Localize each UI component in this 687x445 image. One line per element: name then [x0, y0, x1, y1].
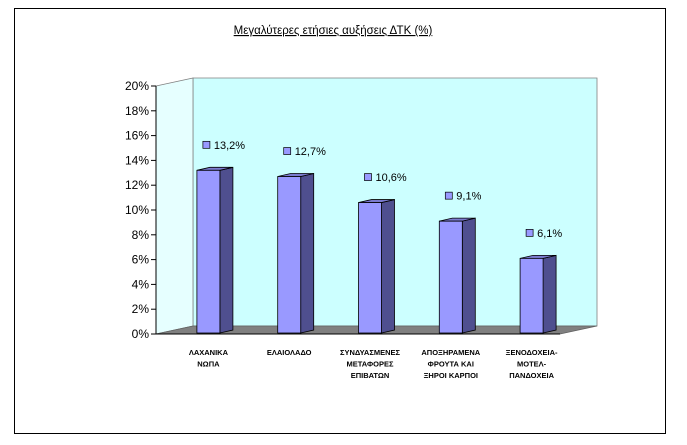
x-tick-label-line: ΜΕΤΑΦΟΡΕΣ — [347, 360, 394, 369]
data-label: 9,1% — [456, 191, 481, 203]
chart-title: Μεγαλύτερες ετήσιες αυξήσεις ΔΤΚ (%) — [234, 25, 433, 37]
bar[interactable] — [438, 220, 463, 334]
x-tick-label-line: ΜΟΤΕΛ- — [517, 360, 547, 369]
y-tick-label: 2% — [132, 302, 150, 316]
data-label-marker — [202, 140, 211, 149]
bar-side — [381, 199, 395, 334]
data-label: 12,7% — [295, 146, 326, 158]
y-tick-label: 8% — [132, 228, 150, 242]
y-tick-label: 16% — [125, 129, 149, 143]
chart-frame: Μεγαλύτερες ετήσιες αυξήσεις ΔΤΚ (%) 0% 2… — [14, 8, 666, 434]
data-label: 6,1% — [537, 228, 562, 240]
data-label-marker — [525, 229, 534, 237]
x-tick-label-line: ΑΠΟΞΗΡΑΜΕΝΑ — [421, 348, 480, 357]
bar[interactable] — [277, 176, 302, 334]
x-tick-label: ΣΥΝΔΥΑΣΜΕΝΕΣ ΜΕΤΑΦΟΡΕΣ ΕΠΙΒΑΤΩΝ — [340, 348, 401, 380]
y-tick-label: 10% — [125, 203, 149, 217]
x-tick-label-line: ΣΥΝΔΥΑΣΜΕΝΕΣ — [340, 348, 401, 357]
y-tick-label: 20% — [125, 79, 149, 93]
x-tick-label-line: ΛΑΧΑΝΙΚΑ — [189, 348, 229, 357]
data-label-marker — [283, 147, 292, 155]
x-tick-label: ΑΠΟΞΗΡΑΜΕΝΑ ΦΡΟΥΤΑ ΚΑΙ ΞΗΡΟΙ ΚΑΡΠΟΙ — [421, 348, 480, 380]
data-label: 10,6% — [376, 172, 407, 184]
y-tick-label: 18% — [125, 104, 149, 118]
x-tick-label-line: ΞΕΝΟΔΟΧΕΙΑ- — [506, 348, 558, 357]
bar-side — [461, 217, 476, 334]
x-tick-label: ΛΑΧΑΝΙΚΑ ΝΩΠΑ — [189, 348, 229, 369]
chart-side-wall — [155, 77, 194, 335]
y-tick-label: 0% — [132, 327, 150, 341]
bar-side — [219, 166, 234, 334]
data-label-marker — [444, 191, 453, 200]
bar[interactable] — [358, 202, 382, 334]
y-tick-label: 14% — [125, 153, 149, 167]
x-tick-label-line: ΞΗΡΟΙ ΚΑΡΠΟΙ — [424, 371, 478, 380]
x-tick-label: ΕΛΑΙΟΛΑΔΟ — [267, 348, 312, 357]
y-tick-label: 12% — [125, 178, 149, 192]
data-label-marker — [364, 173, 372, 181]
x-tick-label-line: ΕΠΙΒΑΤΩΝ — [351, 371, 390, 380]
x-tick-label: ΞΕΝΟΔΟΧΕΙΑ- ΜΟΤΕΛ- ΠΑΝΔΟΧΕΙΑ — [506, 348, 558, 380]
x-tick-label-line: ΦΡΟΥΤΑ ΚΑΙ — [428, 360, 474, 369]
x-tick-label-line: ΝΩΠΑ — [197, 360, 220, 369]
bar-side — [542, 254, 557, 334]
bar-side — [300, 173, 315, 334]
bar[interactable] — [196, 169, 221, 334]
bar-chart: Μεγαλύτερες ετήσιες αυξήσεις ΔΤΚ (%) 0% 2… — [125, 25, 598, 380]
x-tick-label-line: ΠΑΝΔΟΧΕΙΑ — [509, 371, 554, 380]
x-tick-label-line: ΕΛΑΙΟΛΑΔΟ — [267, 348, 312, 357]
data-label: 13,2% — [214, 140, 245, 152]
y-tick-label: 6% — [132, 253, 150, 267]
y-tick-label: 4% — [132, 277, 150, 291]
bar[interactable] — [519, 257, 544, 334]
